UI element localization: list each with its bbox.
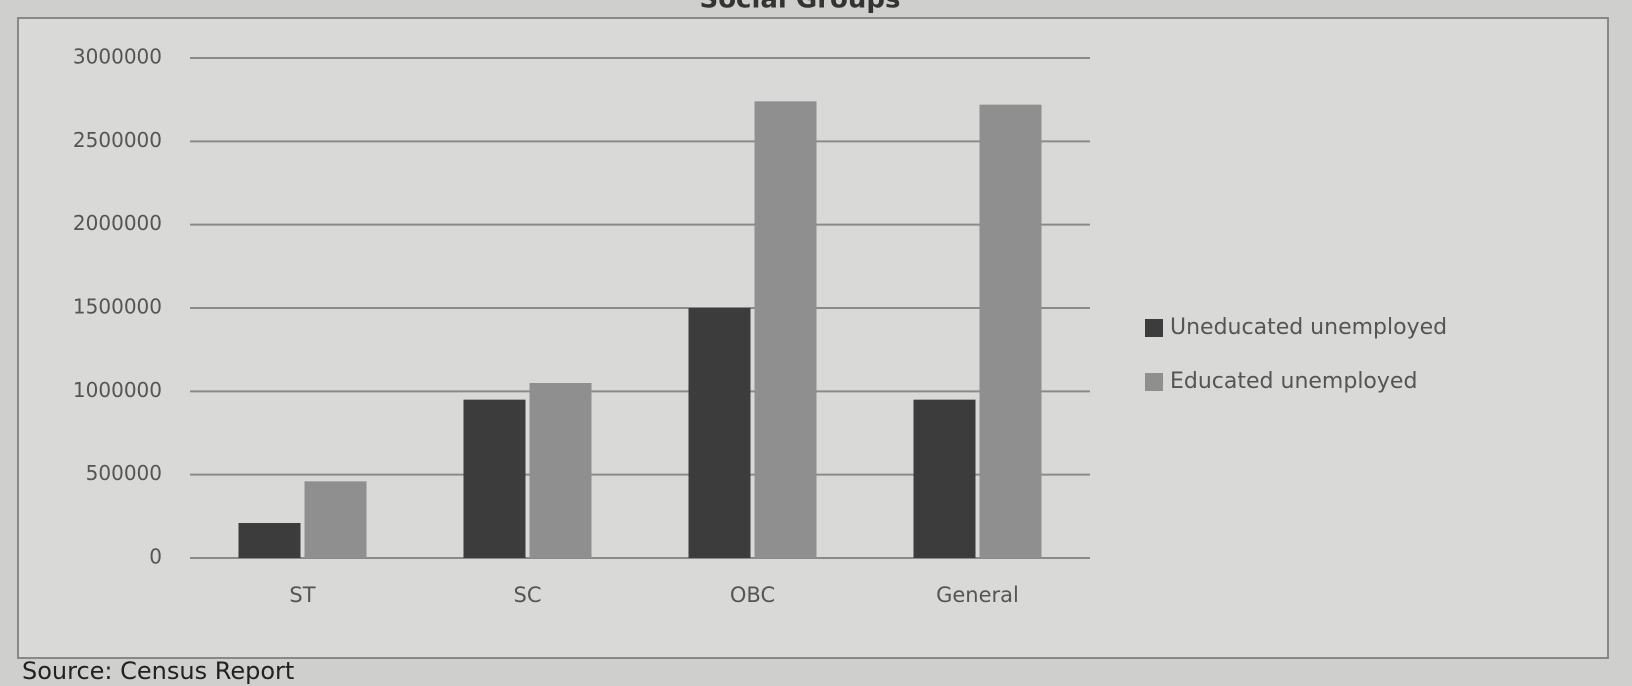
legend-swatch — [1145, 373, 1163, 391]
legend-label: Educated unemployed — [1170, 369, 1417, 394]
bar — [913, 399, 976, 558]
x-tick-label: OBC — [730, 583, 775, 607]
source-note: Source: Census Report — [22, 657, 294, 685]
chart-title: Social Groups — [699, 0, 900, 15]
legend-swatch — [1145, 319, 1163, 337]
y-tick-label: 500000 — [86, 461, 162, 485]
legend-label: Uneducated unemployed — [1170, 315, 1447, 340]
y-tick-label: 0 — [149, 545, 162, 569]
bar — [688, 308, 751, 558]
x-tick-label: General — [936, 583, 1019, 607]
x-tick-label: ST — [289, 583, 315, 607]
bar — [304, 481, 367, 558]
x-tick-label: SC — [514, 583, 542, 607]
y-tick-label: 2500000 — [73, 128, 162, 152]
bar — [754, 101, 817, 558]
bar — [979, 104, 1042, 559]
bar — [529, 383, 592, 558]
y-tick-label: 3000000 — [73, 45, 162, 69]
bar — [238, 523, 301, 558]
bar — [463, 399, 526, 558]
y-tick-label: 1000000 — [73, 378, 162, 402]
y-tick-label: 1500000 — [73, 295, 162, 319]
y-tick-label: 2000000 — [73, 211, 162, 235]
